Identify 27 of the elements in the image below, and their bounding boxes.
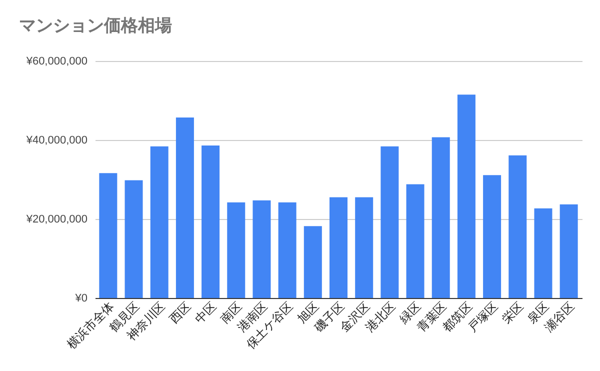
bar	[202, 146, 220, 298]
bar	[457, 94, 476, 298]
y-tick-label: ¥40,000,000	[25, 134, 88, 146]
bar	[355, 197, 374, 298]
bar	[432, 137, 450, 298]
bar	[99, 173, 118, 298]
bar	[560, 204, 578, 298]
bar	[252, 200, 271, 298]
chart-title: マンション価格相場	[18, 16, 172, 35]
bar	[508, 155, 527, 298]
x-tick-label: 西区	[166, 299, 194, 326]
bar	[124, 180, 143, 298]
y-tick-label: ¥20,000,000	[25, 214, 88, 226]
y-tick-label: ¥0	[74, 292, 88, 304]
bar	[330, 197, 348, 298]
x-tick-label: 中区	[192, 299, 220, 326]
bar	[150, 146, 168, 298]
bar	[483, 175, 502, 298]
bar	[380, 146, 399, 298]
x-tick-label: 栄区	[499, 299, 526, 326]
bar	[304, 226, 322, 298]
bar	[278, 202, 296, 298]
bar	[227, 202, 246, 298]
bar	[534, 208, 552, 298]
y-tick-label: ¥60,000,000	[25, 56, 88, 68]
bar	[406, 184, 424, 298]
bar	[176, 117, 194, 298]
